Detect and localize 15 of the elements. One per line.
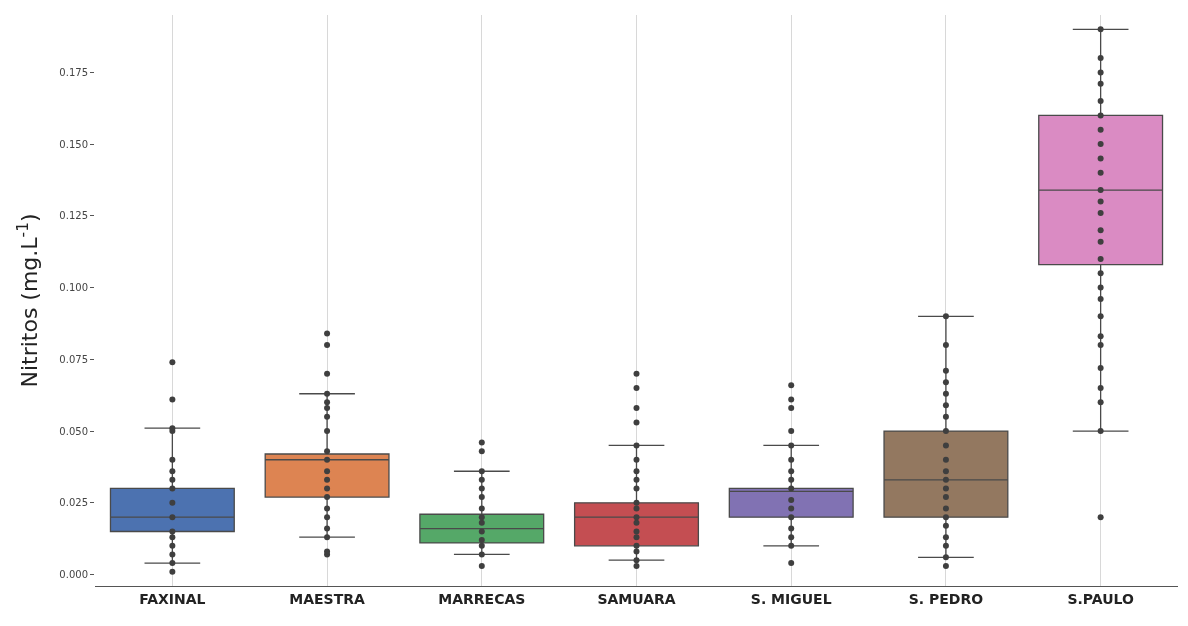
y-tick-label: 0.100 — [59, 282, 88, 294]
y-tick-label: 0.075 — [59, 353, 88, 365]
x-tick-label: S. MIGUEL — [750, 590, 832, 607]
y-tick-label: 0.175 — [59, 66, 88, 78]
x-tick-label: S. PEDRO — [908, 590, 984, 607]
y-tick-label: 0.150 — [59, 138, 88, 150]
y-tick-label: 0.000 — [59, 569, 88, 581]
x-tick-label: SAMUARA — [597, 590, 676, 607]
x-tick-label: FAXINAL — [139, 590, 206, 607]
y-tick-label: 0.050 — [59, 425, 88, 437]
y-tick-label: 0.125 — [59, 210, 88, 222]
x-tick-label: MAESTRA — [289, 590, 366, 607]
y-tick-label: 0.025 — [59, 497, 88, 509]
x-tick-label: MARRECAS — [438, 590, 526, 607]
x-tick-label: S.PAULO — [1067, 590, 1134, 607]
